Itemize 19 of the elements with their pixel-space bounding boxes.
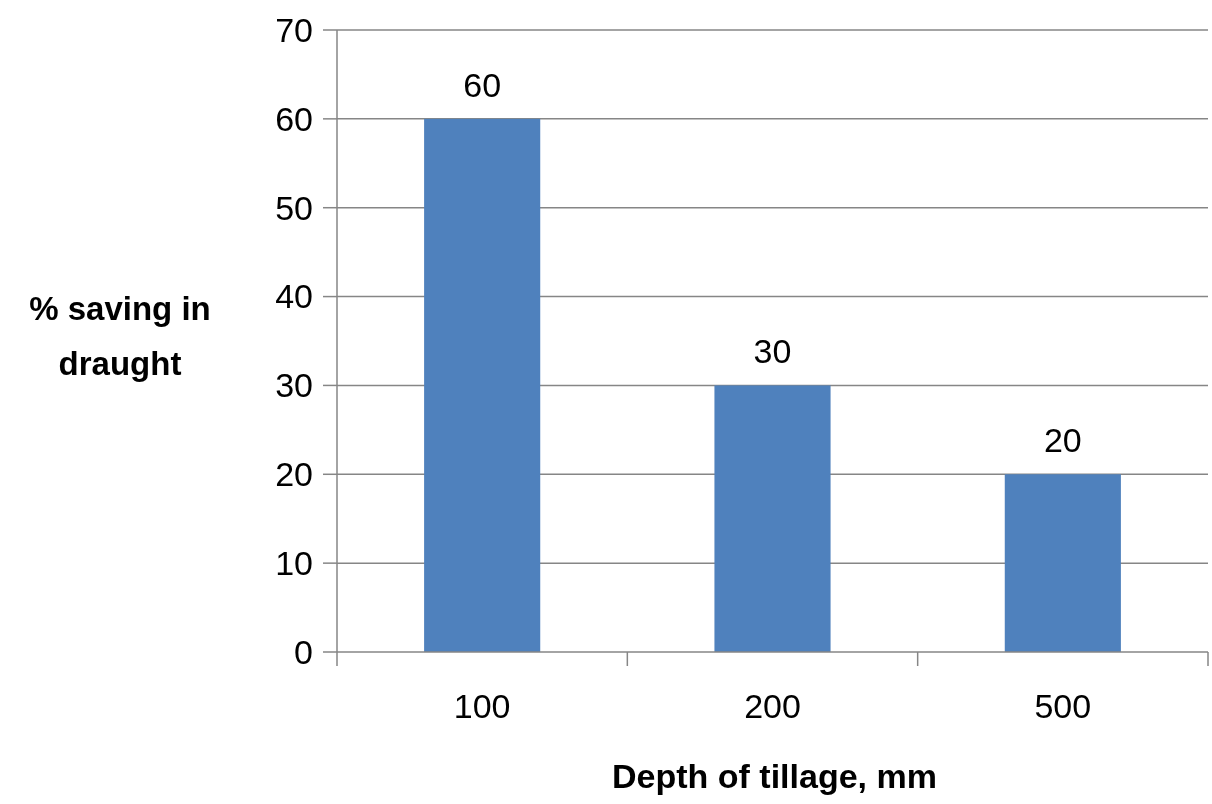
- bar: [424, 118, 541, 652]
- x-tick-label: 200: [744, 687, 801, 725]
- data-label: 30: [753, 332, 792, 371]
- y-tick-label: 40: [275, 277, 313, 316]
- y-tick-label: 10: [275, 544, 313, 583]
- y-axis-title: % saving in draught: [29, 290, 211, 382]
- bar: [714, 385, 831, 652]
- x-tick-label: 100: [453, 687, 511, 725]
- y-tick-label: 70: [275, 10, 313, 49]
- y-tick-label: 50: [275, 188, 313, 227]
- y-tick-label: 60: [275, 99, 313, 138]
- y-tick-label: 30: [275, 366, 313, 405]
- y-tick-label: 20: [275, 455, 313, 494]
- data-label: 20: [1043, 421, 1082, 460]
- x-axis-title: Depth of tillage, mm: [612, 757, 937, 795]
- x-tick-label: 500: [1034, 687, 1092, 725]
- y-tick-label: 0: [294, 632, 313, 671]
- bar: [1004, 474, 1121, 652]
- data-label: 60: [463, 65, 502, 104]
